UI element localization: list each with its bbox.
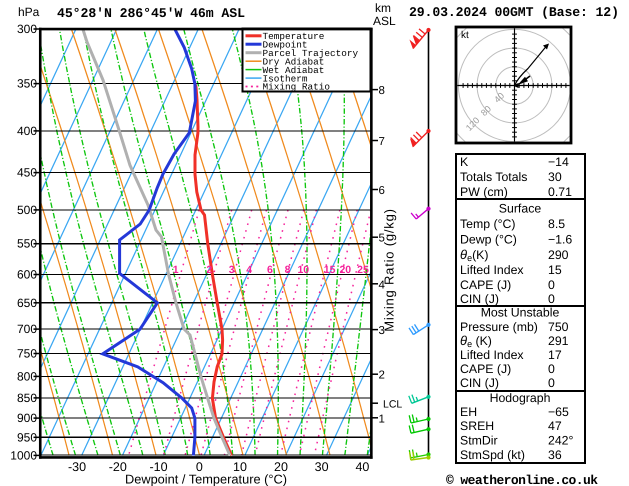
svg-text:1000: 1000 [10,448,37,462]
svg-text:K: K [460,155,469,169]
svg-text:850: 850 [17,391,37,405]
svg-text:8: 8 [379,85,385,97]
svg-text:15: 15 [548,263,562,277]
svg-text:40: 40 [355,460,369,474]
svg-text:Mixing Ratio (g/kg): Mixing Ratio (g/kg) [382,208,397,332]
svg-text:2: 2 [379,370,385,382]
svg-text:SREH: SREH [460,419,494,433]
svg-text:6: 6 [379,185,385,197]
svg-text:kt: kt [461,30,469,41]
svg-text:0: 0 [548,362,555,376]
svg-text:800: 800 [17,369,37,383]
svg-text:Totals Totals: Totals Totals [460,170,527,184]
svg-text:350: 350 [17,77,37,91]
svg-text:CAPE (J): CAPE (J) [460,362,511,376]
svg-text:0.71: 0.71 [548,185,572,199]
svg-text:17: 17 [548,348,562,362]
svg-text:450: 450 [17,166,37,180]
svg-text:300: 300 [17,22,37,36]
svg-text:750: 750 [548,320,569,334]
svg-text:Mixing Ratio: Mixing Ratio [263,82,331,93]
svg-text:Most Unstable: Most Unstable [481,306,560,320]
svg-text:950: 950 [17,430,37,444]
svg-text:Temp (°C): Temp (°C) [460,217,515,231]
svg-text:© weatheronline.co.uk: © weatheronline.co.uk [446,473,598,486]
svg-text:Lifted Index: Lifted Index [460,263,524,277]
svg-text:Temperature: Temperature [263,31,325,42]
svg-text:20: 20 [339,264,351,276]
svg-text:-10: -10 [149,460,167,474]
svg-text:Pressure (mb): Pressure (mb) [460,320,538,334]
svg-text:4: 4 [246,264,252,276]
svg-text:500: 500 [17,203,37,217]
svg-text:15: 15 [324,264,336,276]
svg-text:−65: −65 [548,405,569,419]
svg-text:1: 1 [379,413,385,425]
svg-text:CAPE (J): CAPE (J) [460,278,511,292]
svg-text:10: 10 [233,460,247,474]
svg-text:Dewpoint / Temperature (°C): Dewpoint / Temperature (°C) [125,472,287,486]
svg-text:25: 25 [357,264,369,276]
svg-text:2: 2 [206,264,212,276]
svg-text:hPa: hPa [18,5,40,19]
svg-text:29.03.2024 00GMT (Base: 12): 29.03.2024 00GMT (Base: 12) [409,5,619,20]
svg-text:ASL: ASL [373,14,396,28]
svg-text:3: 3 [229,264,235,276]
svg-text:7: 7 [379,136,385,148]
svg-text:Parcel Trajectory: Parcel Trajectory [263,48,359,59]
svg-text:StmDir: StmDir [460,434,498,448]
svg-text:36: 36 [548,448,562,462]
svg-text:0: 0 [196,460,203,474]
svg-text:291: 291 [548,334,569,348]
svg-text:5: 5 [379,233,385,245]
svg-text:4: 4 [379,279,386,291]
svg-text:Hodograph: Hodograph [490,391,551,405]
svg-text:θe (K): θe (K) [460,333,492,349]
svg-text:8: 8 [285,264,291,276]
svg-text:700: 700 [17,322,37,336]
svg-text:550: 550 [17,237,37,251]
svg-text:10: 10 [297,264,309,276]
svg-text:Dewpoint: Dewpoint [263,40,308,51]
svg-text:−1.6: −1.6 [548,233,572,247]
svg-text:47: 47 [548,419,562,433]
svg-text:45°28'N 286°45'W 46m ASL: 45°28'N 286°45'W 46m ASL [57,6,245,21]
svg-text:3: 3 [379,325,385,337]
svg-text:30: 30 [548,170,562,184]
svg-text:0: 0 [548,292,555,306]
svg-text:1: 1 [173,264,179,276]
svg-text:-20: -20 [109,460,127,474]
svg-text:650: 650 [17,296,37,310]
svg-text:20: 20 [274,460,288,474]
svg-text:80: 80 [479,104,493,118]
svg-text:Isotherm: Isotherm [263,73,308,84]
svg-text:600: 600 [17,268,37,282]
svg-text:0: 0 [548,278,555,292]
svg-text:StmSpd (kt): StmSpd (kt) [460,448,525,462]
svg-text:Dry Adiabat: Dry Adiabat [263,56,325,67]
svg-text:Surface: Surface [499,202,542,216]
svg-text:Dewp (°C): Dewp (°C) [460,233,517,247]
svg-text:6: 6 [267,264,273,276]
svg-text:8.5: 8.5 [548,217,565,231]
svg-text:750: 750 [17,347,37,361]
svg-text:PW (cm): PW (cm) [460,185,508,199]
svg-text:0: 0 [548,376,555,390]
svg-text:EH: EH [460,405,477,419]
svg-text:-30: -30 [68,460,86,474]
svg-text:CIN (J): CIN (J) [460,376,499,390]
svg-text:θe(K): θe(K) [460,247,488,263]
svg-text:242°: 242° [548,434,574,448]
svg-text:CIN (J): CIN (J) [460,292,499,306]
svg-text:290: 290 [548,248,569,262]
svg-text:LCL: LCL [383,399,402,411]
svg-text:900: 900 [17,411,37,425]
svg-text:−14: −14 [548,155,569,169]
svg-text:Lifted Index: Lifted Index [460,348,524,362]
svg-text:30: 30 [315,460,329,474]
svg-text:400: 400 [17,124,37,138]
svg-text:Wet Adiabat: Wet Adiabat [263,65,325,76]
svg-text:km: km [375,1,391,15]
